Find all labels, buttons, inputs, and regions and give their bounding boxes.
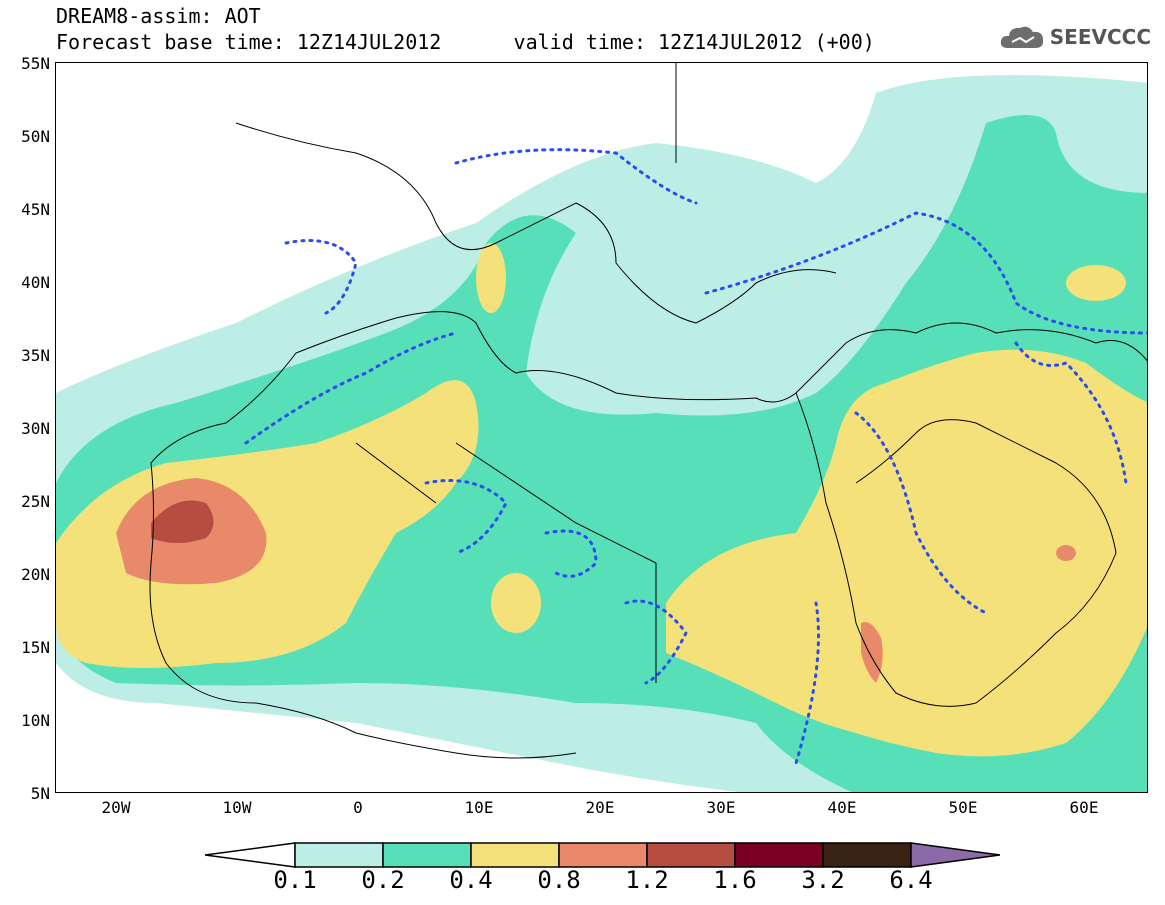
cloud-icon [1000, 26, 1043, 48]
colorbar-label: 0.4 [449, 866, 493, 894]
colorbar-label: 1.2 [625, 866, 669, 894]
colorbar-label: 0.8 [537, 866, 581, 894]
lat-label: 40N [21, 273, 50, 292]
logo: SEEVCCC [998, 22, 1151, 52]
colorbar-segment [558, 842, 648, 868]
lon-label: 0 [353, 798, 363, 817]
lon-label: 10W [222, 798, 252, 817]
colorbar [205, 842, 1000, 868]
lat-label: 15N [21, 638, 50, 657]
lon-label: 60E [1069, 798, 1099, 817]
colorbar-segment [822, 842, 912, 868]
lon-label: 40E [827, 798, 857, 817]
lat-label: 20N [21, 565, 50, 584]
lat-label: 10N [21, 711, 50, 730]
lon-label: 10E [464, 798, 494, 817]
colorbar-label: 6.4 [889, 866, 933, 894]
colorbar-segment [294, 842, 384, 868]
colorbar-label: 3.2 [801, 866, 845, 894]
lat-label: 35N [21, 346, 50, 365]
coastlines [149, 63, 1147, 759]
lat-label: 30N [21, 419, 50, 438]
map-title: DREAM8-assim: AOT [56, 4, 261, 28]
colorbar-label: 0.2 [361, 866, 405, 894]
aot-map [56, 63, 1147, 792]
logo-text: SEEVCCC [1049, 25, 1151, 49]
forecast-time-line: Forecast base time: 12Z14JUL2012 valid t… [56, 30, 875, 54]
colorbar-segment [734, 842, 824, 868]
colorbar-label: 0.1 [273, 866, 317, 894]
lon-label: 50E [948, 798, 978, 817]
colorbar-segment [470, 842, 560, 868]
lon-label: 20W [101, 798, 131, 817]
lat-label: 5N [30, 784, 50, 803]
aot-field-0.4 [56, 243, 1147, 757]
colorbar-label: 1.6 [713, 866, 757, 894]
aot-field-1.2 [151, 500, 214, 543]
dust-contours [244, 148, 1147, 765]
lat-label: 45N [21, 200, 50, 219]
lon-label: 30E [706, 798, 736, 817]
lat-label: 55N [21, 54, 50, 73]
lat-label: 25N [21, 492, 50, 511]
colorbar-min-arrow [205, 842, 296, 868]
map-area [55, 62, 1148, 793]
colorbar-segment [382, 842, 472, 868]
lat-label: 50N [21, 127, 50, 146]
colorbar-max-arrow [910, 842, 1000, 868]
colorbar-segment [646, 842, 736, 868]
lon-label: 20E [585, 798, 615, 817]
